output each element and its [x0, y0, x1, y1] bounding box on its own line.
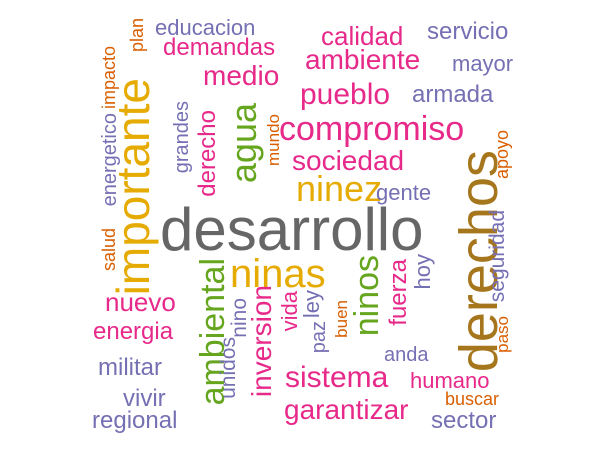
word-ley: ley: [299, 290, 324, 319]
word-vida: vida: [277, 291, 302, 332]
word-compromiso: compromiso: [279, 110, 465, 148]
word-grandes: grandes: [171, 101, 193, 174]
word-calidad: calidad: [321, 21, 404, 51]
word-garantizar: garantizar: [284, 394, 409, 425]
word-paz: paz: [308, 321, 330, 354]
word-sociedad: sociedad: [292, 145, 405, 176]
word-plan: plan: [127, 18, 147, 53]
word-mayor: mayor: [452, 51, 514, 76]
word-regional: regional: [92, 407, 178, 434]
word-nuevo: nuevo: [105, 287, 176, 317]
word-ninez: ninez: [296, 168, 383, 209]
word-derecho: derecho: [194, 110, 221, 197]
word-mundo: mundo: [264, 114, 283, 166]
word-unidos: unidos: [217, 337, 240, 399]
word-gente: gente: [376, 180, 432, 205]
word-ninos: ninos: [348, 255, 386, 337]
word-educacion: educacion: [155, 15, 256, 40]
word-militar: militar: [98, 354, 162, 381]
word-ninas: ninas: [230, 252, 326, 296]
word-pueblo: pueblo: [300, 78, 391, 111]
word-nino: nino: [228, 298, 251, 338]
word-sector: sector: [431, 407, 497, 434]
word-salud: salud: [99, 228, 119, 272]
word-demandas: demandas: [163, 34, 276, 61]
word-hoy: hoy: [410, 254, 435, 290]
word-humano: humano: [410, 368, 490, 393]
word-inversion: inversion: [246, 285, 277, 398]
word-buen: buen: [332, 300, 351, 338]
word-servicio: servicio: [427, 18, 509, 45]
word-apoyo: apoyo: [492, 130, 512, 180]
word-seguridad: seguridad: [486, 210, 509, 303]
word-sistema: sistema: [285, 361, 389, 394]
word-medio: medio: [203, 60, 280, 91]
word-anda: anda: [384, 344, 429, 366]
word-impacto: impacto: [99, 46, 119, 110]
word-armada: armada: [412, 81, 494, 108]
word-desarrollo: desarrollo: [160, 196, 424, 263]
word-vivir: vivir: [123, 385, 166, 412]
word-fuerza: fuerza: [385, 259, 412, 326]
word-energetico: energetico: [99, 113, 121, 207]
word-ambiente: ambiente: [305, 44, 421, 75]
word-buscar: buscar: [445, 389, 500, 409]
word-energia: energia: [93, 318, 174, 345]
word-paso: paso: [493, 316, 512, 353]
word-agua: agua: [223, 103, 264, 184]
